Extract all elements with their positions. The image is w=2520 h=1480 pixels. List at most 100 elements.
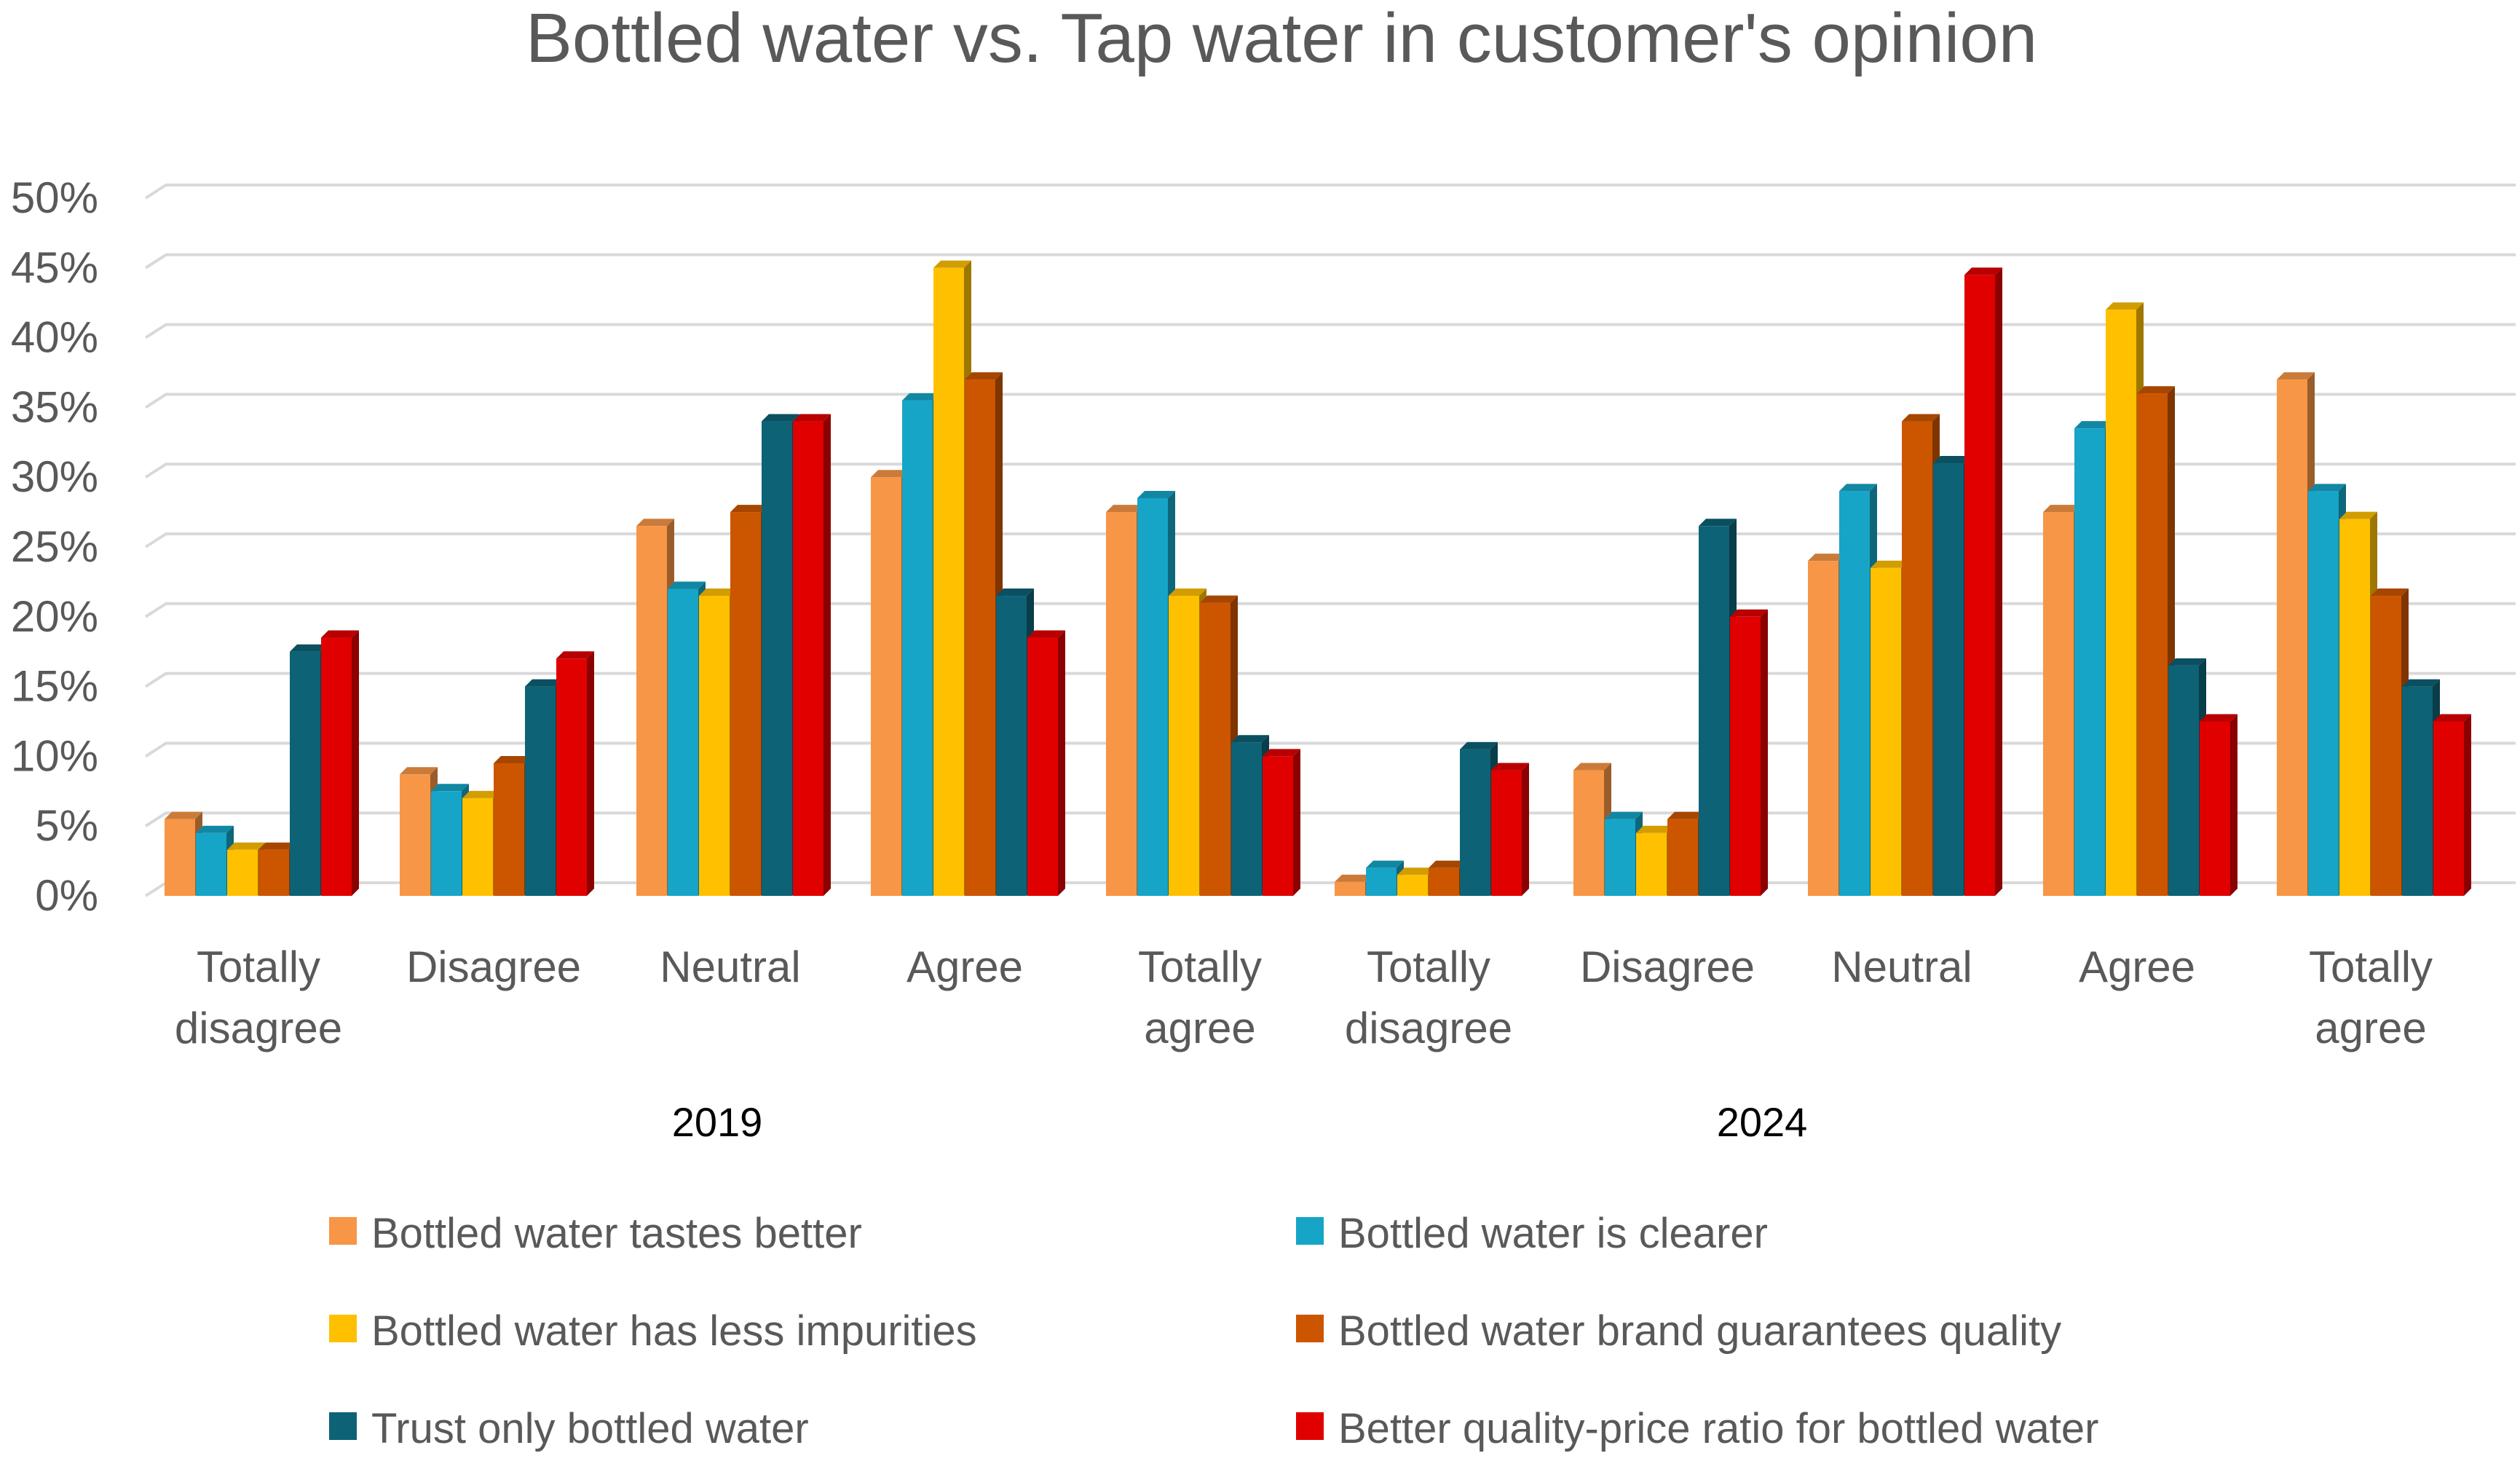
bar-front (2106, 310, 2136, 896)
y-tick-label: 35% (11, 382, 98, 431)
legend-swatch (1296, 1315, 1324, 1342)
bar (1263, 749, 1300, 896)
bar-top (1169, 589, 1206, 597)
bar-front (494, 763, 524, 896)
x-tick-label-line: Totally (1138, 942, 1262, 991)
legend-swatch (1296, 1412, 1324, 1440)
legend-swatch (329, 1315, 357, 1342)
bar-front (730, 512, 761, 896)
y-tick-label: 10% (11, 731, 98, 780)
bar-front (1231, 742, 1262, 896)
bar-front (1137, 497, 1168, 896)
bar-top (1699, 519, 1737, 527)
bar (2200, 714, 2237, 896)
bar-top (462, 790, 500, 798)
bar-front (2137, 393, 2168, 896)
bar-front (1699, 526, 1729, 896)
bar-top (762, 414, 799, 422)
gridlines (144, 184, 2516, 897)
bar-top (668, 581, 706, 589)
y-tick-label: 20% (11, 592, 98, 641)
bar-top (1491, 763, 1529, 771)
bar-top (431, 784, 469, 792)
bar-top (636, 519, 674, 527)
x-tick-label-line: Agree (907, 942, 1023, 991)
bar-top (1871, 560, 1908, 568)
bar-front (965, 379, 995, 896)
bar-front (525, 686, 556, 896)
bar-top (556, 651, 594, 659)
bar-top (1137, 490, 1175, 498)
bar-front (1397, 875, 1428, 896)
gridline (144, 462, 2516, 479)
bar-top (2339, 511, 2377, 519)
bar-side (823, 414, 831, 896)
y-tick-label: 45% (11, 243, 98, 292)
bar-front (1636, 832, 1667, 896)
bar-top (1964, 267, 2002, 275)
bar-top (400, 767, 438, 775)
legend-item: Bottled water tastes better (329, 1210, 862, 1257)
x-tick-label-line: Disagree (1580, 942, 1755, 991)
gridline (144, 323, 2516, 339)
bar-front (1429, 867, 1459, 896)
bar-top (2371, 589, 2409, 597)
bar-top (1933, 456, 1971, 464)
bar-front (431, 791, 462, 896)
legend-label: Bottled water has less impurities (371, 1307, 977, 1355)
group-label: 2019 (672, 1099, 763, 1145)
x-tick-label: Agree (2079, 942, 2195, 991)
bar-top (2402, 679, 2440, 687)
bar-top (730, 505, 768, 513)
bar-side (1761, 609, 1768, 896)
x-tick-label: Disagree (406, 942, 581, 991)
bar-front (1200, 602, 1231, 896)
bar (1335, 874, 1372, 896)
y-axis-ticks: 0% 5% 10% 15% 20% 25% 30% 35% 40% 45% 50% (11, 173, 98, 920)
bar-front (1667, 819, 1698, 896)
y-tick-label: 40% (11, 313, 98, 362)
bar-top (1106, 505, 1144, 513)
bar (2433, 714, 2471, 896)
bar-top (1839, 484, 1877, 492)
bar-top (227, 842, 265, 850)
x-tick-label-line: Neutral (660, 942, 800, 991)
bar-front (1491, 770, 1522, 896)
bar-top (321, 630, 359, 638)
x-tick-label: Neutral (1831, 942, 1972, 991)
bar-top (525, 679, 563, 687)
bar-front (1460, 749, 1490, 896)
bar-top (1667, 811, 1705, 819)
bar-side (1522, 763, 1529, 896)
bar-front (290, 651, 320, 896)
bar-front (556, 658, 587, 896)
bar-front (258, 849, 289, 896)
y-tick-label: 15% (11, 662, 98, 711)
bar-front (1366, 867, 1397, 896)
bar (1964, 267, 2002, 896)
group-label: 2024 (1717, 1099, 1808, 1145)
bar (933, 260, 971, 896)
bar-top (699, 589, 737, 597)
bar (227, 842, 265, 896)
bar-front (1839, 491, 1870, 896)
bar-top (1200, 595, 1238, 603)
bar-top (1027, 630, 1065, 638)
bar-top (2106, 302, 2144, 310)
gridline (144, 184, 2516, 200)
legend-label: Trust only bottled water (371, 1405, 809, 1452)
chart-title: Bottled water vs. Tap water in customer'… (526, 0, 2037, 77)
legend-swatch (329, 1412, 357, 1440)
bar-top (1263, 749, 1300, 757)
bar (1491, 763, 1529, 896)
bar-front (871, 477, 901, 896)
bar-front (1106, 512, 1137, 896)
x-tick-label-line: Totally (197, 942, 320, 991)
bar-front (321, 637, 352, 896)
x-axis-category-labels: Totally disagree Disagree Neutral Agree Total… (175, 942, 2433, 1052)
legend-label: Bottled water brand guarantees quality (1338, 1307, 2061, 1355)
bar-front (2308, 491, 2339, 896)
y-tick-label: 30% (11, 452, 98, 501)
